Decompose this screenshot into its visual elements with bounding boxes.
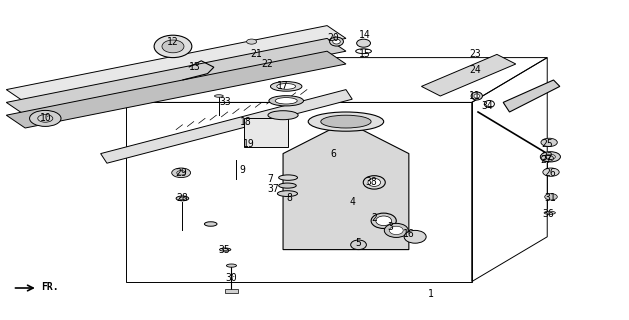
Ellipse shape (376, 216, 391, 226)
Ellipse shape (279, 183, 296, 188)
Circle shape (541, 138, 557, 147)
Circle shape (545, 194, 557, 200)
Ellipse shape (275, 98, 297, 104)
Ellipse shape (357, 39, 370, 47)
Text: 34: 34 (482, 100, 493, 111)
Ellipse shape (162, 40, 184, 53)
Text: FR.: FR. (41, 282, 58, 292)
Ellipse shape (279, 175, 298, 180)
Polygon shape (503, 80, 560, 112)
Text: 38: 38 (365, 177, 377, 188)
Ellipse shape (176, 196, 189, 201)
Ellipse shape (223, 249, 228, 250)
Text: 28: 28 (177, 193, 188, 204)
Text: 31: 31 (545, 193, 556, 204)
Circle shape (172, 168, 191, 178)
Ellipse shape (277, 191, 298, 196)
Ellipse shape (214, 95, 223, 97)
Ellipse shape (544, 211, 555, 214)
Text: 26: 26 (545, 168, 556, 178)
Text: 24: 24 (469, 65, 481, 76)
Ellipse shape (269, 96, 303, 106)
Text: 29: 29 (175, 168, 187, 178)
Polygon shape (6, 26, 346, 102)
Polygon shape (6, 38, 346, 115)
Text: 36: 36 (543, 209, 554, 220)
Text: 10: 10 (40, 113, 51, 124)
Ellipse shape (333, 39, 340, 44)
Ellipse shape (474, 94, 479, 98)
Ellipse shape (404, 230, 426, 243)
Text: 22: 22 (262, 59, 273, 69)
Circle shape (30, 110, 61, 126)
Text: 17: 17 (277, 81, 289, 92)
Text: 23: 23 (469, 49, 481, 60)
Text: 20: 20 (328, 33, 339, 44)
Text: 4: 4 (349, 196, 355, 207)
Ellipse shape (268, 111, 298, 120)
Ellipse shape (226, 264, 237, 267)
Bar (225, 289, 238, 293)
Text: 13: 13 (189, 62, 201, 72)
Polygon shape (421, 54, 516, 96)
Ellipse shape (270, 82, 302, 91)
Text: 35: 35 (218, 244, 230, 255)
Ellipse shape (384, 223, 408, 237)
Polygon shape (283, 122, 409, 250)
Polygon shape (6, 51, 346, 128)
Text: 32: 32 (542, 152, 553, 162)
Text: 16: 16 (403, 228, 415, 239)
Text: 15: 15 (359, 49, 370, 60)
Text: 5: 5 (355, 238, 362, 248)
Ellipse shape (277, 84, 296, 89)
Text: 3: 3 (387, 222, 393, 232)
Ellipse shape (321, 115, 371, 128)
Ellipse shape (330, 37, 343, 46)
Polygon shape (101, 90, 352, 163)
Text: 33: 33 (220, 97, 231, 108)
Text: 21: 21 (251, 49, 262, 60)
Ellipse shape (471, 92, 482, 100)
Ellipse shape (154, 35, 192, 58)
Text: 18: 18 (240, 116, 251, 127)
Text: 30: 30 (226, 273, 237, 284)
Text: 14: 14 (359, 30, 370, 40)
Text: 6: 6 (330, 148, 337, 159)
Ellipse shape (204, 222, 217, 226)
Text: 9: 9 (239, 164, 245, 175)
Circle shape (247, 39, 257, 44)
Ellipse shape (368, 179, 381, 186)
Ellipse shape (350, 240, 366, 250)
Ellipse shape (371, 213, 396, 228)
Text: 27: 27 (540, 155, 552, 165)
Circle shape (540, 152, 560, 162)
Text: 11: 11 (469, 91, 481, 101)
Text: 12: 12 (167, 36, 179, 47)
Text: 37: 37 (268, 184, 279, 194)
Text: 2: 2 (371, 212, 377, 223)
Text: 7: 7 (267, 174, 274, 184)
Circle shape (543, 168, 559, 176)
Text: 1: 1 (428, 289, 434, 300)
Text: 25: 25 (542, 139, 553, 149)
Ellipse shape (363, 176, 385, 189)
Ellipse shape (389, 226, 403, 235)
Text: 19: 19 (243, 139, 254, 149)
Ellipse shape (308, 112, 384, 131)
Ellipse shape (220, 248, 231, 251)
Text: 8: 8 (286, 193, 292, 204)
Bar (244, 118, 288, 147)
